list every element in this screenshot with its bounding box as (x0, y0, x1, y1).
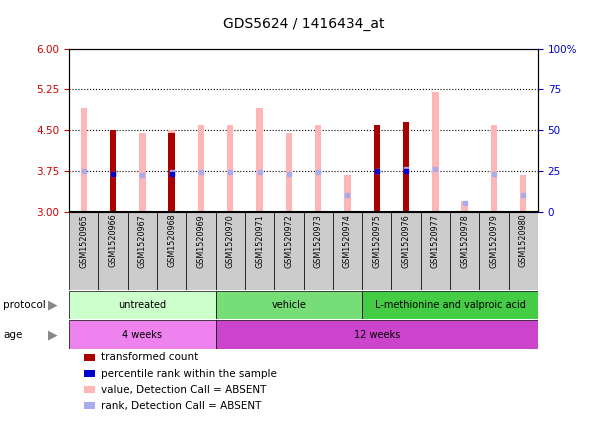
Bar (157, 212, 186, 290)
Bar (480, 212, 508, 290)
Text: vehicle: vehicle (272, 300, 307, 310)
Bar (139, 133, 145, 212)
Text: GSM1520970: GSM1520970 (226, 214, 235, 268)
Bar (508, 212, 538, 290)
Bar (362, 291, 538, 319)
Bar (344, 175, 350, 212)
Bar (227, 125, 233, 212)
Text: GSM1520976: GSM1520976 (401, 214, 410, 268)
Bar (274, 212, 304, 290)
Text: untreated: untreated (118, 300, 166, 310)
Bar (110, 130, 116, 212)
Text: GDS5624 / 1416434_at: GDS5624 / 1416434_at (223, 17, 384, 31)
Text: GSM1520979: GSM1520979 (489, 214, 498, 268)
Text: GSM1520971: GSM1520971 (255, 214, 264, 268)
Text: rank, Detection Call = ABSENT: rank, Detection Call = ABSENT (101, 401, 261, 411)
Bar (304, 212, 333, 290)
Text: transformed count: transformed count (101, 352, 198, 363)
Bar (69, 212, 99, 290)
Text: GSM1520965: GSM1520965 (79, 214, 88, 268)
Bar (216, 212, 245, 290)
Bar (216, 320, 538, 349)
Bar (333, 212, 362, 290)
Bar (99, 212, 127, 290)
Text: value, Detection Call = ABSENT: value, Detection Call = ABSENT (101, 385, 266, 395)
Bar (168, 133, 175, 212)
Text: GSM1520973: GSM1520973 (314, 214, 323, 268)
Text: GSM1520972: GSM1520972 (284, 214, 293, 268)
Bar (403, 122, 409, 212)
Bar (362, 212, 391, 290)
Bar (128, 212, 157, 290)
Bar (421, 212, 450, 290)
Bar (245, 212, 274, 290)
Text: protocol: protocol (3, 300, 46, 310)
Bar (81, 108, 87, 212)
Text: L-methionine and valproic acid: L-methionine and valproic acid (374, 300, 525, 310)
Text: GSM1520966: GSM1520966 (109, 214, 118, 267)
Bar (257, 108, 263, 212)
Text: GSM1520974: GSM1520974 (343, 214, 352, 268)
Bar (198, 125, 204, 212)
Bar (186, 212, 216, 290)
Text: GSM1520975: GSM1520975 (372, 214, 381, 268)
Bar (374, 125, 380, 212)
Text: ▶: ▶ (48, 299, 58, 311)
Bar (110, 130, 116, 212)
Text: GSM1520967: GSM1520967 (138, 214, 147, 268)
Bar (285, 133, 292, 212)
Bar (491, 125, 497, 212)
Text: GSM1520977: GSM1520977 (431, 214, 440, 268)
Bar (168, 130, 175, 212)
Bar (432, 92, 439, 212)
Bar (315, 125, 322, 212)
Text: GSM1520978: GSM1520978 (460, 214, 469, 268)
Text: GSM1520980: GSM1520980 (519, 214, 528, 267)
Text: GSM1520968: GSM1520968 (167, 214, 176, 267)
Text: age: age (3, 330, 22, 340)
Bar (403, 122, 409, 212)
Bar (450, 212, 480, 290)
Bar (216, 291, 362, 319)
Bar (69, 291, 216, 319)
Text: ▶: ▶ (48, 328, 58, 341)
Text: 4 weeks: 4 weeks (123, 330, 162, 340)
Bar (520, 175, 526, 212)
Bar (69, 320, 216, 349)
Bar (374, 125, 380, 212)
Bar (462, 201, 468, 212)
Text: GSM1520969: GSM1520969 (197, 214, 206, 268)
Text: percentile rank within the sample: percentile rank within the sample (101, 368, 277, 379)
Bar (391, 212, 421, 290)
Text: 12 weeks: 12 weeks (353, 330, 400, 340)
